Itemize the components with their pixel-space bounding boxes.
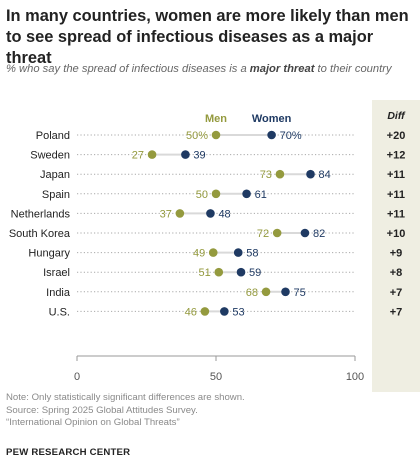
legend-men: Men: [205, 113, 227, 125]
men-value-label: 50%: [186, 130, 208, 142]
women-value-label: 84: [319, 169, 331, 181]
country-label: Israel: [43, 267, 70, 279]
subtitle-emphasis: major threat: [249, 63, 315, 75]
country-label: U.S.: [49, 306, 70, 318]
country-label: Japan: [40, 169, 70, 181]
diff-value: +7: [390, 287, 403, 299]
diff-header: Diff: [387, 110, 406, 122]
dot-plot-chart: Diff Men Women Poland 50% 70% +20 Sweden 27 39 +12…: [9, 100, 420, 392]
women-value-label: 61: [255, 189, 267, 201]
women-value-label: 53: [232, 306, 244, 318]
subtitle-text-end: to their country: [314, 63, 392, 75]
diff-value: +7: [390, 306, 403, 318]
note-line: Note: Only statistically significant dif…: [6, 392, 245, 403]
men-value-label: 51: [199, 267, 211, 279]
men-dot: [208, 248, 218, 257]
diff-value: +11: [387, 169, 405, 181]
women-value-label: 82: [313, 228, 325, 240]
country-label: Poland: [36, 130, 70, 142]
country-label: Hungary: [28, 248, 70, 260]
women-dot: [242, 189, 251, 199]
men-dot: [211, 130, 221, 140]
men-value-label: 68: [246, 287, 258, 299]
men-value-label: 72: [257, 228, 269, 240]
x-axis-tick-label: 100: [346, 371, 364, 383]
men-dot: [200, 307, 210, 316]
women-value-label: 48: [218, 208, 230, 220]
country-label: Sweden: [30, 150, 70, 162]
women-dot: [181, 150, 190, 159]
diff-value: +12: [387, 150, 406, 162]
men-dot: [275, 169, 285, 179]
women-dot: [233, 248, 243, 257]
legend-women: Women: [252, 113, 292, 125]
women-value-label: 58: [246, 248, 258, 260]
notes: Note: Only statistically significant dif…: [6, 392, 245, 430]
report-title-line: “International Opinion on Global Threats…: [6, 417, 180, 428]
chart-subtitle: % who say the spread of infectious disea…: [6, 61, 411, 77]
source-line: Source: Spring 2025 Global Attitudes Sur…: [6, 404, 198, 416]
diff-value: +9: [390, 248, 403, 260]
men-dot: [211, 189, 221, 199]
diff-value: +11: [387, 189, 405, 201]
x-axis-tick-label: 50: [210, 371, 222, 383]
diff-value: +10: [387, 228, 406, 240]
diff-value: +8: [390, 267, 403, 279]
women-value-label: 59: [249, 267, 261, 279]
diff-value: +20: [387, 130, 406, 142]
men-value-label: 73: [260, 169, 272, 181]
men-value-label: 27: [132, 150, 144, 162]
diff-column-background: [372, 100, 420, 392]
men-dot: [175, 209, 185, 218]
country-label: Spain: [42, 189, 70, 201]
women-dot: [300, 228, 310, 238]
men-value-label: 50: [196, 189, 208, 201]
x-axis-tick-label: 0: [74, 371, 80, 383]
men-value-label: 46: [185, 306, 197, 318]
men-dot: [261, 287, 271, 297]
women-value-label: 70%: [280, 130, 302, 142]
women-dot: [220, 307, 229, 316]
men-dot: [272, 228, 282, 238]
women-dot: [306, 169, 315, 179]
diff-value: +11: [387, 208, 405, 220]
women-dot: [267, 130, 276, 140]
country-label: Netherlands: [11, 208, 71, 220]
country-label: South Korea: [9, 228, 71, 240]
women-value-label: 75: [294, 287, 306, 299]
women-dot: [236, 267, 246, 277]
chart-title: In many countries, women are more likely…: [6, 7, 409, 67]
men-value-label: 37: [160, 208, 172, 220]
pew-research-center-label: PEW RESEARCH CENTER: [6, 447, 131, 458]
men-dot: [147, 150, 157, 159]
subtitle-text-start: % who say the spread of infectious disea…: [6, 63, 250, 75]
women-dot: [281, 287, 290, 297]
women-dot: [206, 209, 215, 218]
men-value-label: 49: [193, 248, 205, 260]
men-dot: [214, 267, 224, 277]
country-label: India: [46, 287, 71, 299]
women-value-label: 39: [193, 150, 205, 162]
